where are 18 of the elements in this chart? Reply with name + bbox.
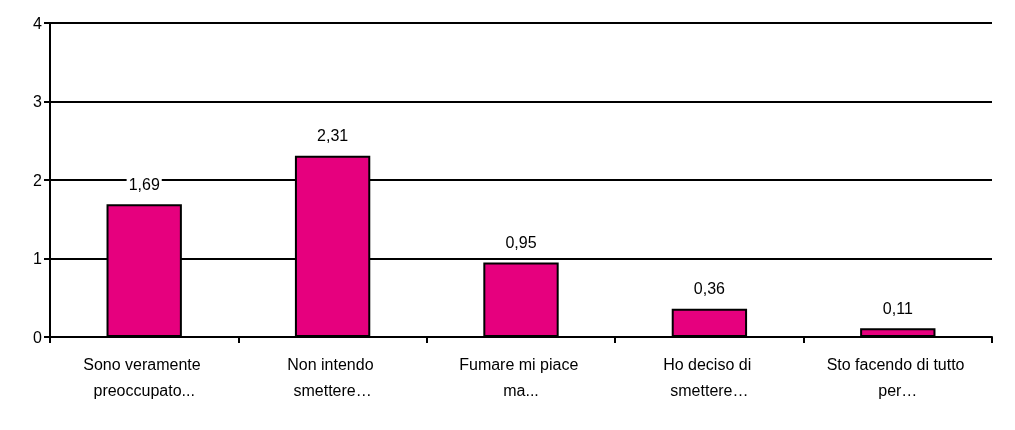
data-label: 0,11 xyxy=(882,299,913,317)
x-tick-label: Non intendo smettere… xyxy=(287,355,378,399)
x-tick-label: Sono veramente preoccupato... xyxy=(83,355,206,399)
bar xyxy=(860,328,936,337)
x-tick-label: Ho deciso di smettere… xyxy=(663,355,756,399)
data-label: 0,95 xyxy=(505,233,537,251)
x-tick-label: Fumare mi piace ma... xyxy=(459,355,583,399)
y-tick-label: 2 xyxy=(33,171,43,189)
y-tick-label: 3 xyxy=(33,93,43,110)
x-tick-label: Sto facendo di tutto per… xyxy=(826,355,969,399)
data-label: 2,31 xyxy=(317,127,349,145)
bar xyxy=(483,262,559,337)
data-label: 0,36 xyxy=(693,280,726,298)
data-label: 1,69 xyxy=(128,175,160,193)
y-tick-label: 4 xyxy=(33,14,43,32)
y-tick-label: 0 xyxy=(33,328,43,346)
y-tick-label: 1 xyxy=(33,250,43,267)
bar xyxy=(671,308,748,337)
